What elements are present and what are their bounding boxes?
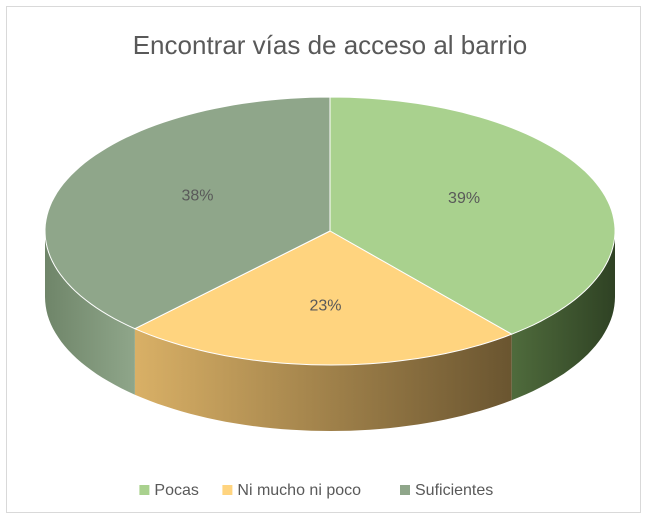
slice-side	[134, 328, 512, 431]
legend-label: Pocas	[154, 482, 198, 499]
legend-swatch	[139, 485, 150, 495]
slice-side	[511, 231, 615, 401]
legend-swatch	[400, 485, 410, 495]
data-label: 23%	[310, 298, 342, 315]
slice-side	[45, 231, 135, 395]
legend-swatch	[222, 485, 233, 495]
data-label: 38%	[181, 188, 213, 205]
slice	[329, 96, 616, 335]
legend-label: Suficientes	[415, 482, 493, 499]
slice	[133, 230, 513, 366]
legend-label: Ni mucho ni poco	[237, 482, 361, 499]
slice	[44, 96, 331, 330]
data-label: 39%	[448, 190, 480, 207]
chart-title: Encontrar vías de acceso al barrio	[133, 30, 528, 60]
